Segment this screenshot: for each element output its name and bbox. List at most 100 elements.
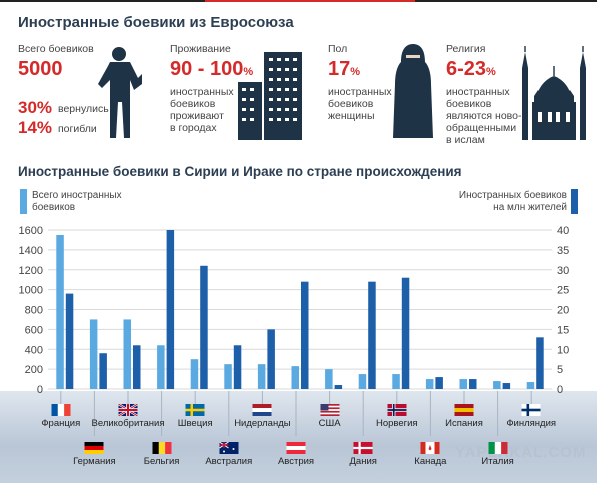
country-flag-icon: [152, 441, 172, 454]
page-title: Иностранные боевики из Евросоюза: [18, 14, 294, 31]
y-tick-left: 200: [25, 364, 43, 376]
y-tick-right: 30: [557, 265, 569, 277]
apartment-building-icon: [238, 52, 302, 140]
country-label: США: [318, 418, 341, 429]
y-tick-right: 35: [557, 245, 569, 257]
bar-total: [291, 366, 299, 389]
legend-swatch-per-million: [571, 189, 578, 214]
y-tick-right: 0: [557, 384, 563, 396]
bar-total: [157, 345, 165, 389]
y-tick-right: 5: [557, 364, 563, 376]
religion-desc-line: в ислам: [446, 134, 485, 146]
y-tick-left: 1400: [19, 245, 43, 257]
country-flag-icon: [420, 441, 440, 454]
country-label: Германия: [73, 456, 116, 467]
bar-per-million: [401, 277, 410, 389]
legend-right-line: Иностранных боевиков: [458, 190, 567, 201]
watermark: YAPLAKAL.COM: [455, 444, 587, 461]
country-label: Испания: [445, 418, 483, 429]
fighter-silhouette-icon: [98, 47, 142, 138]
bar-total: [257, 364, 266, 389]
legend-left-line: боевиков: [32, 202, 76, 213]
killed-label: погибли: [58, 123, 97, 135]
bar-per-million: [301, 281, 309, 389]
bar-total: [190, 359, 199, 389]
residence-value-line: 90 - 100%: [170, 58, 253, 81]
country-flag-icon: [51, 403, 71, 416]
y-tick-left: 1000: [19, 285, 43, 297]
bar-per-million: [99, 353, 107, 389]
sex-desc-line: боевиков: [328, 98, 374, 110]
top-rule: [0, 0, 597, 2]
country-label: Финляндия: [506, 418, 557, 429]
returned-label: вернулись: [58, 103, 109, 115]
y-tick-left: 400: [25, 344, 43, 356]
bar-per-million: [536, 337, 544, 389]
residence-desc-line: проживают: [170, 110, 224, 122]
country-label: Италия: [481, 456, 514, 467]
bar-per-million: [502, 383, 511, 389]
bar-per-million: [368, 281, 376, 389]
country-flag-icon: [387, 403, 407, 416]
country-flag-icon: [252, 403, 272, 416]
y-tick-left: 600: [25, 324, 43, 336]
bar-total: [459, 379, 467, 389]
country-flag-icon: [117, 402, 139, 418]
sex-desc-line: женщины: [328, 110, 375, 122]
religion-desc-line: иностранных: [446, 86, 510, 98]
y-tick-right: 25: [557, 285, 569, 297]
bar-total: [56, 234, 64, 389]
bar-total: [526, 382, 535, 389]
country-label: Канада: [414, 456, 447, 467]
residence-desc-line: в городах: [170, 122, 217, 134]
legend-swatch-total: [20, 189, 27, 214]
bar-total: [358, 374, 367, 389]
total-value: 5000: [18, 58, 63, 80]
bar-total: [493, 381, 501, 389]
country-label: Дания: [349, 456, 377, 467]
religion-value-line: 6-23%: [446, 58, 496, 81]
bar-total: [224, 364, 232, 389]
country-flag-icon: [320, 403, 340, 416]
residence-desc-line: иностранных: [170, 86, 234, 98]
country-label: Австрия: [277, 456, 315, 467]
killed-value: 14%: [18, 118, 53, 137]
y-tick-left: 0: [37, 384, 43, 396]
residence-value: 90 - 100: [170, 58, 244, 80]
country-flag-icon: [185, 403, 205, 416]
country-label: Австралия: [205, 456, 253, 467]
religion-pct: %: [486, 66, 496, 78]
legend-right: Иностранных боевиков на млн жителей: [459, 190, 567, 214]
legend-left: Всего иностранных боевиков: [32, 190, 122, 214]
country-label: Великобритания: [91, 418, 165, 429]
chart-title: Иностранные боевики в Сирии и Ираке по с…: [18, 164, 462, 179]
country-label: Норвегия: [376, 418, 418, 429]
legend-right-line: на млн жителей: [493, 202, 567, 213]
country-label: Нидерланды: [234, 418, 291, 429]
y-tick-right: 40: [557, 225, 569, 237]
residence-label: Проживание: [170, 43, 231, 55]
country-label: Франция: [41, 418, 81, 429]
residence-desc: иностранных боевиков проживают в городах: [170, 86, 234, 134]
country-flag-icon: [353, 441, 373, 454]
religion-label: Религия: [446, 43, 486, 55]
bar-total: [392, 374, 400, 389]
bar-per-million: [65, 293, 74, 389]
country-label: Бельгия: [143, 456, 180, 467]
y-tick-left: 1600: [19, 225, 43, 237]
returned-value: 30%: [18, 98, 53, 117]
sex-value-line: 17%: [328, 58, 360, 81]
country-label: Швеция: [177, 418, 213, 429]
country-flag-icon: [286, 441, 306, 454]
bar-total: [325, 369, 333, 389]
sex-pct: %: [350, 66, 361, 78]
bar-per-million: [435, 377, 443, 389]
woman-in-niqab-icon: [393, 44, 433, 138]
y-tick-right: 15: [557, 324, 569, 336]
mosque-icon: [522, 46, 586, 140]
country-flag-icon: [219, 441, 239, 454]
bar-total: [89, 319, 98, 389]
religion-desc-line: обращенными: [446, 122, 517, 134]
sex-desc-line: иностранных: [328, 86, 392, 98]
